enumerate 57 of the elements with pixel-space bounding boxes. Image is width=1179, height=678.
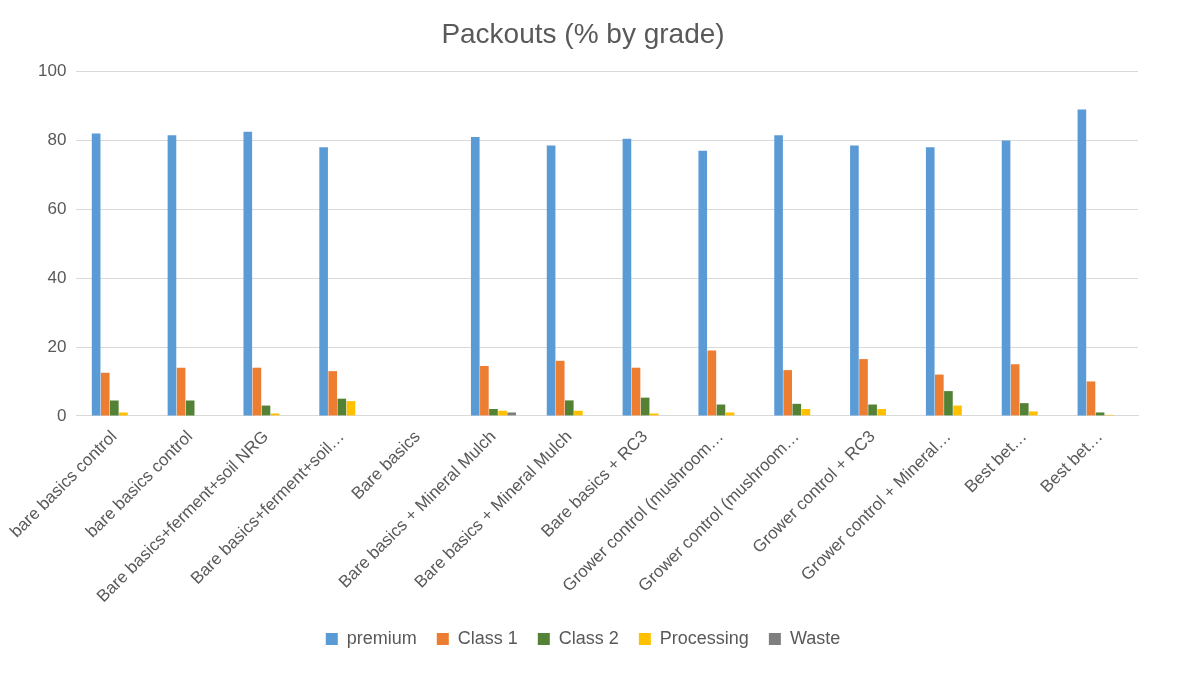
bar xyxy=(850,145,859,416)
chart-title: Packouts (% by grade) xyxy=(441,17,725,49)
bar xyxy=(868,404,877,416)
bar xyxy=(1077,109,1087,416)
bar xyxy=(167,135,177,416)
y-tick-label: 20 xyxy=(47,336,67,356)
bar xyxy=(631,367,641,416)
bar xyxy=(1086,381,1096,416)
bar xyxy=(507,412,516,416)
bar xyxy=(480,365,489,416)
legend-label: Processing xyxy=(659,627,749,648)
bar xyxy=(859,359,868,416)
bar xyxy=(546,145,556,416)
legend-label: Class 1 xyxy=(457,627,518,648)
bar xyxy=(489,409,498,416)
bar xyxy=(564,400,574,416)
bar xyxy=(1029,411,1038,416)
bar xyxy=(498,410,507,416)
y-tick-label: 80 xyxy=(47,130,67,150)
bar xyxy=(337,398,347,416)
bar xyxy=(783,370,792,416)
bar xyxy=(707,350,717,416)
bar xyxy=(1095,412,1105,416)
y-tick-label: 0 xyxy=(56,405,67,425)
bar xyxy=(110,400,119,416)
bar xyxy=(698,150,708,416)
bar xyxy=(877,409,887,416)
bar xyxy=(792,403,802,416)
bar xyxy=(725,412,735,416)
bar xyxy=(176,367,186,416)
bar xyxy=(243,131,253,416)
bar xyxy=(574,410,583,416)
bar xyxy=(91,133,101,416)
legend-label: premium xyxy=(346,627,417,648)
bar xyxy=(935,374,944,416)
y-tick-label: 60 xyxy=(47,199,67,218)
bar xyxy=(328,371,338,416)
bar xyxy=(319,147,328,416)
legend-label: Waste xyxy=(789,627,841,648)
bar xyxy=(1001,140,1011,416)
bar xyxy=(774,135,783,416)
bar xyxy=(185,400,195,416)
bar xyxy=(622,138,632,416)
y-tick-label: 40 xyxy=(47,267,67,287)
bar xyxy=(119,412,128,416)
bar xyxy=(953,405,962,416)
bar xyxy=(1010,364,1020,416)
bar xyxy=(252,367,262,416)
bar xyxy=(470,137,480,416)
bar xyxy=(100,372,110,416)
bar xyxy=(346,401,356,416)
bar xyxy=(555,360,565,416)
y-tick-label: 100 xyxy=(38,61,67,81)
legend-label: Class 2 xyxy=(558,627,619,648)
bar xyxy=(1019,403,1029,416)
bar xyxy=(944,391,953,416)
bar xyxy=(925,147,935,416)
